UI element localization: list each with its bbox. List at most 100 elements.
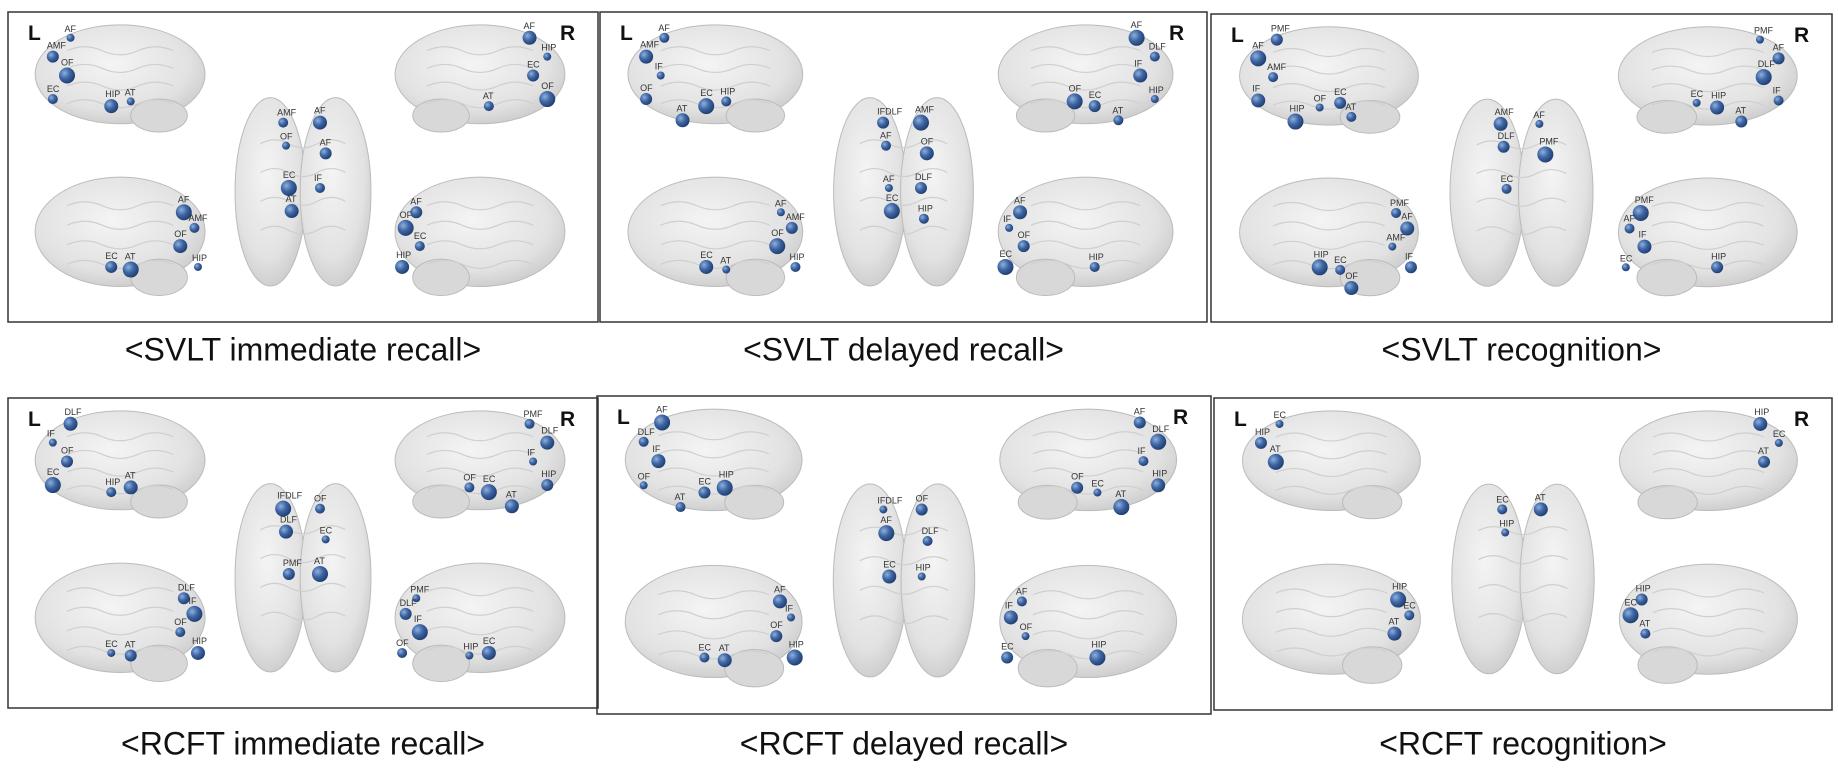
brain-view: AF DLF IF OF EC HIP AT: [624, 404, 803, 520]
node-label: EC: [1403, 600, 1416, 610]
panel-caption: <SVLT recognition>: [1382, 331, 1662, 367]
node-label: HIP: [789, 640, 804, 650]
brain-node: [1773, 95, 1784, 106]
brain-node: [922, 536, 933, 547]
node-label: IF: [1005, 600, 1014, 610]
brain-node: [59, 67, 75, 84]
node-label: HIP: [720, 86, 735, 96]
brain-node: [1624, 223, 1635, 234]
node-label: DLF: [65, 407, 83, 417]
brain-node: [524, 418, 535, 429]
hemisphere-right: R: [560, 22, 575, 45]
brain-hemisphere: [832, 483, 908, 678]
brain-node: [1089, 261, 1100, 272]
brain-gyrus: [426, 81, 534, 91]
hemisphere-left: L: [1234, 408, 1247, 431]
brain-gyrus: [66, 220, 174, 230]
brain-cerebellum: [130, 644, 188, 683]
brain-node: [1772, 52, 1785, 65]
brain-gyrus: [658, 590, 770, 600]
node-label: AT: [125, 640, 136, 650]
node-label: AT: [1345, 102, 1356, 112]
brain-node: [785, 221, 798, 234]
brain-node: [912, 114, 929, 131]
brain-gyrus: [1652, 450, 1765, 460]
node-label: IFDLF: [877, 107, 903, 117]
node-label: HIP: [1314, 249, 1329, 259]
brain-node: [314, 503, 325, 514]
brain-gyrus: [1030, 63, 1141, 74]
brain-node: [1088, 100, 1101, 113]
node-label: OF: [400, 210, 413, 220]
brain-node: [1005, 223, 1014, 232]
brain-node: [1710, 100, 1725, 115]
node-label: DLF: [178, 582, 196, 592]
brain-gyrus: [660, 46, 771, 56]
brain-node: [1093, 488, 1102, 497]
brain-node: [173, 239, 188, 254]
brain-gyrus: [66, 46, 174, 56]
brain-hemisphere: [833, 97, 907, 287]
brain-node: [1016, 596, 1027, 607]
node-label: OF: [1018, 230, 1031, 240]
brain-node: [48, 438, 57, 447]
node-label: OF: [396, 638, 409, 648]
node-label: EC: [483, 636, 496, 646]
brain-node: [1017, 240, 1030, 253]
brain-node: [284, 204, 299, 219]
hemisphere-right: R: [1169, 22, 1184, 45]
brain-node: [1250, 50, 1267, 67]
node-label: EC: [1089, 90, 1102, 100]
node-label: EC: [283, 170, 296, 180]
brain-view: AF AMF IF OF EC HIP AT: [627, 23, 804, 133]
node-label: AF: [1252, 40, 1264, 50]
node-label: AMF: [915, 105, 935, 115]
brain-node: [1735, 115, 1748, 128]
node-label: EC: [1274, 410, 1287, 420]
brain-gyrus: [66, 485, 174, 495]
brain-node: [639, 481, 648, 490]
node-label: EC: [700, 88, 713, 98]
node-label: AT: [1535, 492, 1546, 502]
brain-gyrus: [1651, 100, 1764, 110]
brain-gyrus: [1476, 168, 1567, 179]
node-label: HIP: [1636, 584, 1651, 594]
brain-node: [275, 500, 292, 517]
brain-view: HIP EC AT: [1241, 563, 1421, 684]
node-label: AF: [1533, 110, 1545, 120]
brain-node: [1335, 264, 1346, 275]
brain-gyrus: [658, 650, 770, 660]
brain-gyrus: [658, 449, 770, 459]
panel-caption: <RCFT immediate recall>: [121, 725, 485, 761]
brain-gyrus: [426, 240, 534, 250]
node-label: DLF: [1149, 42, 1167, 52]
brain-gyrus: [1651, 65, 1764, 75]
brain-node: [1344, 280, 1359, 295]
brain-gyrus: [1272, 83, 1386, 93]
brain-node: [539, 91, 556, 108]
node-label: EC: [1620, 253, 1633, 263]
panel-frame: [1213, 397, 1833, 711]
node-label: AF: [524, 21, 536, 31]
brain-gyrus: [1651, 221, 1764, 231]
brain-gyrus: [859, 556, 949, 566]
node-label: DLF: [541, 426, 559, 436]
node-label: AF: [1624, 213, 1636, 223]
brain-gyrus: [426, 220, 534, 230]
brain-gyrus: [66, 606, 174, 616]
brain-gyrus: [1652, 467, 1765, 478]
node-label: HIP: [916, 562, 931, 572]
brain-node: [319, 147, 332, 160]
brain-gyrus: [658, 630, 770, 640]
node-label: DLF: [400, 598, 418, 608]
brain-node: [123, 480, 138, 495]
node-label: IF: [1638, 230, 1647, 240]
brain-gyrus: [1652, 432, 1765, 442]
brain-node: [312, 115, 327, 130]
brain-node: [464, 482, 475, 493]
brain-node: [527, 69, 540, 82]
brain-node: [699, 652, 710, 663]
